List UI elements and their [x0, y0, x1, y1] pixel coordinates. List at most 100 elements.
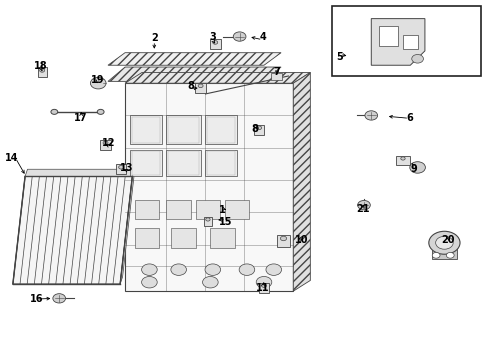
Circle shape [53, 294, 65, 303]
Circle shape [364, 111, 377, 120]
Text: 10: 10 [295, 235, 308, 245]
Circle shape [261, 284, 266, 287]
Bar [195, 83, 205, 93]
Text: 19: 19 [90, 75, 104, 85]
Bar [209, 40, 220, 49]
Text: 5: 5 [336, 52, 342, 62]
Bar [132, 151, 159, 175]
Bar [205, 116, 237, 144]
Polygon shape [13, 176, 132, 284]
Polygon shape [293, 72, 310, 291]
Bar [402, 35, 417, 49]
Circle shape [204, 264, 220, 275]
Circle shape [170, 264, 186, 275]
Bar [100, 140, 111, 150]
Polygon shape [108, 53, 281, 65]
Circle shape [265, 264, 281, 275]
Polygon shape [370, 19, 424, 65]
Text: 9: 9 [409, 163, 416, 174]
Circle shape [212, 41, 217, 44]
Circle shape [256, 276, 271, 288]
Text: 6: 6 [405, 113, 412, 123]
Bar [207, 117, 235, 143]
Circle shape [198, 84, 203, 87]
Bar [135, 228, 159, 248]
Text: 2: 2 [151, 33, 157, 43]
Circle shape [202, 276, 218, 288]
Circle shape [446, 252, 453, 258]
Circle shape [409, 162, 425, 173]
Bar [168, 117, 198, 143]
Bar [341, 22, 351, 33]
Polygon shape [25, 169, 135, 176]
Bar [395, 156, 409, 165]
Bar [38, 67, 46, 77]
Text: 18: 18 [34, 61, 48, 71]
Bar [431, 246, 456, 259]
Text: 20: 20 [441, 235, 454, 245]
Circle shape [233, 32, 245, 41]
Circle shape [354, 31, 358, 35]
Bar [171, 228, 195, 248]
Bar [259, 283, 268, 293]
Bar [116, 164, 126, 174]
Circle shape [357, 201, 369, 210]
Bar [276, 235, 290, 247]
Circle shape [256, 126, 261, 130]
Bar [207, 151, 235, 175]
Polygon shape [120, 169, 135, 284]
Text: 17: 17 [74, 113, 88, 123]
Circle shape [142, 276, 157, 288]
Circle shape [97, 109, 104, 114]
Bar [210, 228, 234, 248]
Circle shape [400, 157, 405, 160]
Text: 21: 21 [356, 204, 369, 215]
Circle shape [51, 109, 58, 114]
Text: 7: 7 [273, 67, 280, 77]
Bar [253, 125, 264, 135]
Text: 8: 8 [251, 124, 258, 134]
Text: 13: 13 [120, 163, 133, 173]
Bar [271, 73, 282, 80]
Text: 1: 1 [219, 206, 225, 216]
Text: 8: 8 [187, 81, 194, 91]
Circle shape [435, 236, 452, 249]
Bar [132, 117, 159, 143]
Circle shape [90, 77, 106, 89]
Circle shape [411, 54, 423, 63]
Bar [168, 151, 198, 175]
Text: 12: 12 [102, 139, 116, 148]
Bar [195, 200, 220, 220]
Bar [351, 30, 360, 39]
Bar [224, 200, 249, 220]
Circle shape [239, 264, 254, 275]
Text: 4: 4 [259, 32, 265, 42]
Circle shape [40, 69, 44, 72]
Bar [378, 26, 397, 45]
Text: 3: 3 [209, 32, 216, 42]
Bar [203, 217, 212, 226]
Text: 15: 15 [219, 217, 232, 227]
Bar [205, 149, 237, 176]
Circle shape [280, 236, 286, 241]
Circle shape [103, 141, 108, 145]
Text: 16: 16 [29, 294, 43, 304]
Circle shape [205, 218, 210, 221]
Bar [130, 116, 161, 144]
Circle shape [344, 23, 349, 27]
Polygon shape [108, 67, 281, 81]
Bar [166, 149, 200, 176]
Bar [331, 6, 480, 76]
Polygon shape [125, 72, 310, 83]
Bar [166, 200, 190, 220]
Circle shape [431, 252, 439, 258]
Text: 14: 14 [5, 153, 18, 163]
Bar [135, 200, 159, 220]
Bar [130, 149, 161, 176]
Text: 11: 11 [256, 283, 269, 293]
Circle shape [142, 264, 157, 275]
Circle shape [119, 166, 123, 169]
Bar [166, 116, 200, 144]
Polygon shape [125, 83, 293, 291]
Circle shape [428, 231, 459, 254]
